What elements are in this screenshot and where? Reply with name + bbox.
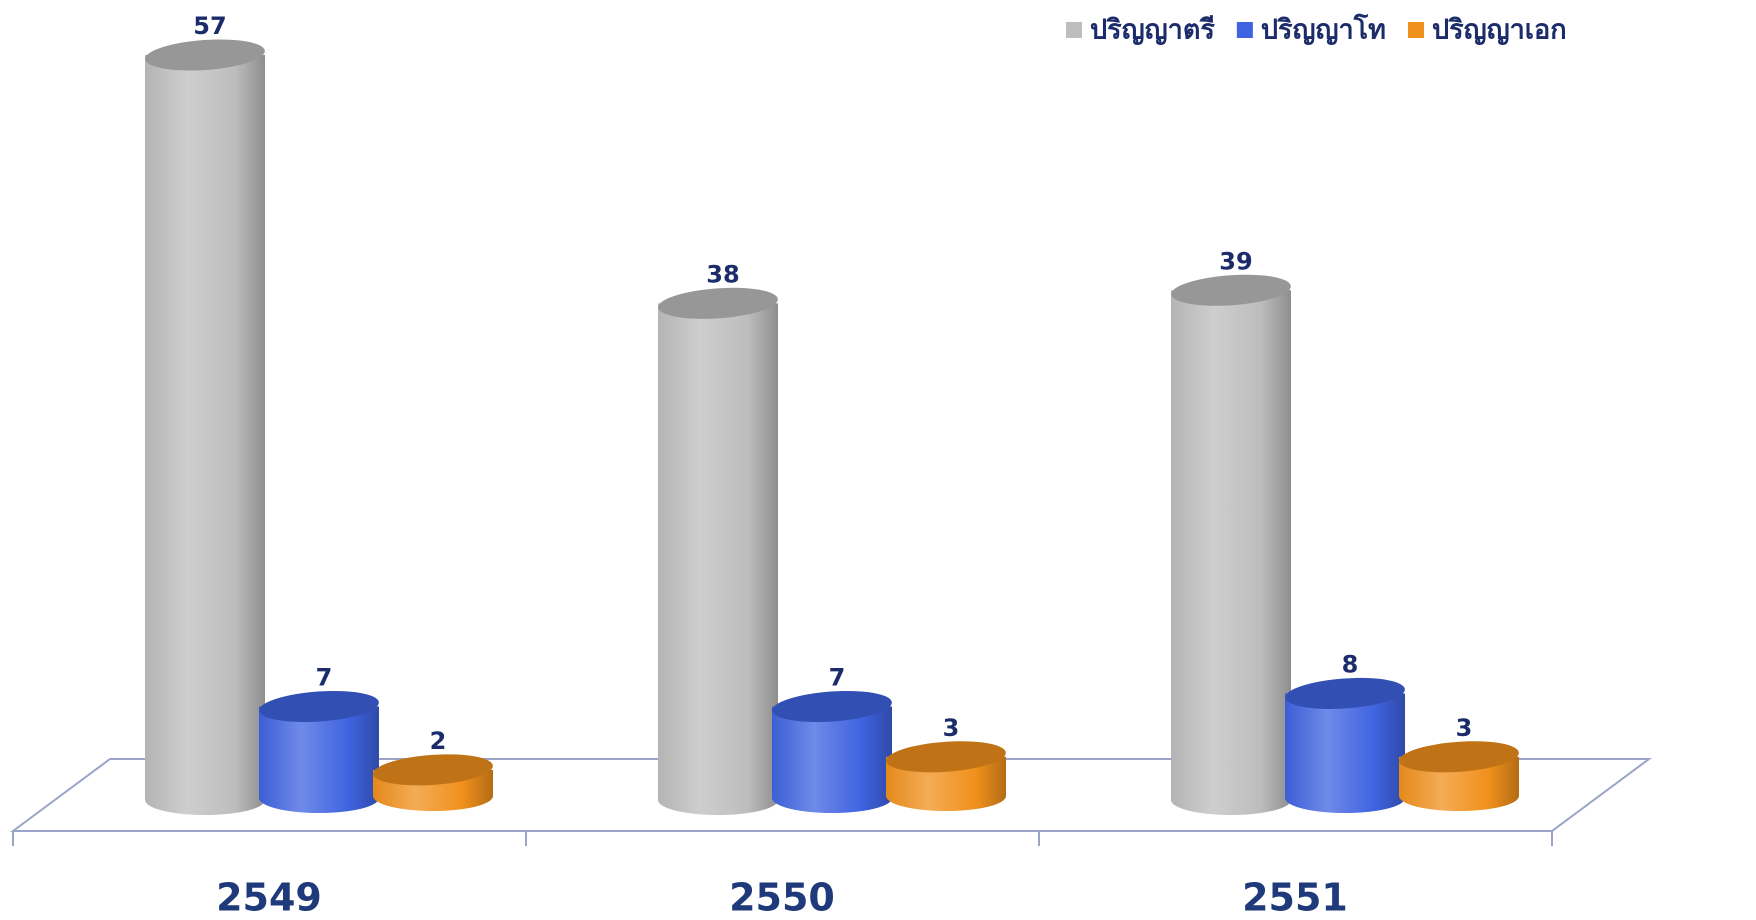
bar <box>259 706 379 813</box>
bar <box>1171 290 1291 815</box>
data-label: 57 <box>193 12 226 40</box>
bar-top <box>658 287 778 319</box>
legend-swatch <box>1066 22 1082 38</box>
x-tick-label: 2551 <box>1242 876 1348 920</box>
bar-top <box>886 741 1006 773</box>
bar <box>1285 693 1405 813</box>
data-label: 2 <box>430 727 447 755</box>
bar-top <box>772 690 892 723</box>
data-label: 7 <box>829 664 846 692</box>
bar <box>145 55 265 815</box>
data-label: 3 <box>943 714 960 742</box>
bar <box>658 303 778 815</box>
bar-top <box>373 754 493 786</box>
x-tick-label: 2550 <box>729 876 835 920</box>
legend-label: ปริญญาเอก <box>1432 15 1567 46</box>
bar <box>772 706 892 813</box>
legend-label: ปริญญาโท <box>1261 13 1386 46</box>
data-label: 7 <box>316 664 333 692</box>
legend-swatch <box>1236 22 1253 38</box>
bar-top <box>1171 274 1291 306</box>
data-label: 39 <box>1219 247 1252 275</box>
legend-swatch <box>1407 22 1424 38</box>
legend-label: ปริญญาตรี <box>1090 15 1215 46</box>
bar-top <box>1399 741 1519 773</box>
bar-top <box>259 690 379 723</box>
x-tick-label: 2549 <box>216 876 322 920</box>
data-label: 38 <box>706 260 739 288</box>
data-label: 8 <box>1342 650 1359 678</box>
bar-top <box>145 39 265 71</box>
data-label: 3 <box>1456 714 1473 742</box>
bar-top <box>1285 677 1405 709</box>
